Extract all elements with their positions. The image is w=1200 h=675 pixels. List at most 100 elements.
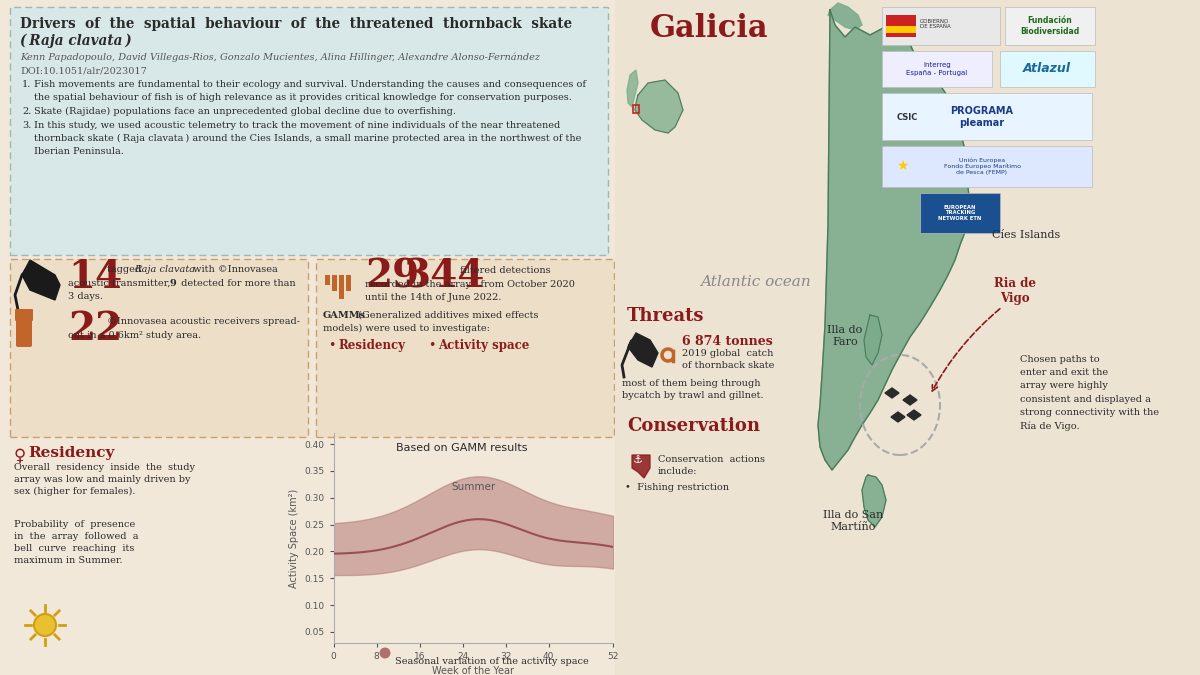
Text: PROGRAMA
pleamar: PROGRAMA pleamar [950, 106, 1014, 128]
Text: Fish movements are fundamental to their ecology and survival. Understanding the : Fish movements are fundamental to their … [34, 80, 586, 89]
Bar [886, 26, 916, 33]
Text: Probability  of  presence: Probability of presence [14, 520, 136, 529]
Circle shape [34, 614, 56, 636]
Text: ★: ★ [895, 159, 908, 173]
Text: of thornback skate: of thornback skate [682, 361, 774, 370]
Polygon shape [890, 412, 905, 422]
Text: maximum in Summer.: maximum in Summer. [14, 556, 122, 565]
Text: bell  curve  reaching  its: bell curve reaching its [14, 544, 134, 553]
Text: ©Innovasea acoustic receivers spread-: ©Innovasea acoustic receivers spread- [107, 317, 300, 326]
Text: Overall  residency  inside  the  study: Overall residency inside the study [14, 463, 194, 472]
Text: with ©Innovasea: with ©Innovasea [190, 265, 277, 274]
Polygon shape [907, 410, 922, 420]
Bar [616, 0, 1200, 675]
Text: most of them being through: most of them being through [622, 379, 761, 388]
Text: Galicia: Galicia [650, 13, 769, 44]
Bar [882, 51, 992, 87]
Text: 29: 29 [365, 258, 419, 296]
Text: thornback skate ( Raja clavata ) around the Cies Islands, a small marine protect: thornback skate ( Raja clavata ) around … [34, 134, 581, 143]
Text: array was low and mainly driven by: array was low and mainly driven by [14, 475, 191, 484]
Text: Activity space: Activity space [438, 339, 529, 352]
Text: Iberian Peninsula.: Iberian Peninsula. [34, 147, 124, 156]
Bar [340, 275, 344, 299]
Text: ⚓: ⚓ [634, 455, 643, 465]
Text: Atlazul: Atlazul [1022, 63, 1072, 76]
Circle shape [379, 647, 390, 659]
Text: Raja clavata: Raja clavata [134, 265, 196, 274]
Bar [920, 193, 1000, 233]
Text: Atlantic ocean: Atlantic ocean [700, 275, 811, 289]
Polygon shape [22, 260, 60, 300]
Text: Drivers  of  the  spatial  behaviour  of  the  threatened  thornback  skate: Drivers of the spatial behaviour of the … [20, 17, 572, 31]
Polygon shape [628, 70, 638, 107]
Y-axis label: Activity Space (km²): Activity Space (km²) [289, 488, 299, 588]
Text: 22: 22 [68, 310, 122, 348]
Text: EUROPEAN
TRACKING
NETWORK ETN: EUROPEAN TRACKING NETWORK ETN [938, 205, 982, 221]
Text: •: • [428, 339, 436, 352]
Polygon shape [864, 315, 882, 365]
Text: Based on GAMM results: Based on GAMM results [396, 443, 528, 453]
Text: Conservation: Conservation [628, 417, 760, 435]
Bar [346, 275, 352, 291]
Text: 9: 9 [170, 279, 176, 288]
Polygon shape [862, 475, 886, 527]
Text: 6 874 tonnes: 6 874 tonnes [682, 335, 773, 348]
Text: Cíes Islands: Cíes Islands [992, 230, 1061, 240]
FancyBboxPatch shape [316, 259, 614, 437]
Text: •  Fishing restriction: • Fishing restriction [625, 483, 730, 492]
Text: 2.: 2. [22, 107, 31, 116]
X-axis label: Week of the Year: Week of the Year [432, 666, 515, 675]
Bar [1000, 51, 1096, 87]
Bar [1006, 7, 1096, 45]
FancyBboxPatch shape [16, 313, 32, 347]
Polygon shape [886, 388, 899, 398]
Text: 3.: 3. [22, 121, 31, 130]
Polygon shape [818, 10, 970, 470]
Text: Residency: Residency [338, 339, 406, 352]
Text: Seasonal variation of the activity space: Seasonal variation of the activity space [395, 657, 589, 666]
Text: 3 days.: 3 days. [68, 292, 103, 301]
Text: 344: 344 [403, 258, 485, 296]
Text: until the 14th of June 2022.: until the 14th of June 2022. [365, 293, 502, 302]
Text: out in a 0.6km² study area.: out in a 0.6km² study area. [68, 331, 202, 340]
Text: models) were used to investigate:: models) were used to investigate: [323, 324, 490, 333]
Text: DOI:10.1051/alr/2023017: DOI:10.1051/alr/2023017 [20, 67, 146, 76]
Bar [332, 275, 337, 291]
Text: 1.: 1. [22, 80, 31, 89]
FancyBboxPatch shape [10, 7, 608, 255]
Text: (Generalized additives mixed effects: (Generalized additives mixed effects [355, 311, 539, 320]
Text: GOBIERNO
DE ESPAÑA: GOBIERNO DE ESPAÑA [920, 19, 950, 30]
Bar [886, 15, 916, 37]
Text: Ria de
Vigo: Ria de Vigo [994, 277, 1036, 305]
Text: Fundación
Biodiversidad: Fundación Biodiversidad [1020, 16, 1080, 36]
Text: include:: include: [658, 467, 697, 476]
Polygon shape [632, 455, 650, 478]
Bar [882, 7, 1000, 45]
Text: ♀: ♀ [14, 447, 26, 465]
Polygon shape [904, 395, 917, 405]
Text: Interreg
España - Portugal: Interreg España - Portugal [906, 63, 967, 76]
Text: sex (higher for females).: sex (higher for females). [14, 487, 136, 496]
Text: 2019 global  catch: 2019 global catch [682, 349, 773, 358]
FancyBboxPatch shape [10, 259, 308, 437]
Text: acoustic transmitter,: acoustic transmitter, [68, 279, 174, 288]
Text: bycatch by trawl and gillnet.: bycatch by trawl and gillnet. [622, 391, 763, 400]
Bar [882, 146, 1092, 187]
Text: the spatial behaviour of fish is of high relevance as it provides critical knowl: the spatial behaviour of fish is of high… [34, 93, 572, 102]
Bar [882, 93, 1092, 140]
Text: in  the  array  followed  a: in the array followed a [14, 532, 138, 541]
Text: Kenn Papadopoulo, David Villegas-Rios, Gonzalo Mucientes, Alina Hillinger, Alexa: Kenn Papadopoulo, David Villegas-Rios, G… [20, 53, 540, 63]
Text: tagged: tagged [107, 265, 144, 274]
Text: Skate (Rajidae) populations face an unprecedented global decline due to overfish: Skate (Rajidae) populations face an unpr… [34, 107, 456, 116]
Text: detected for more than: detected for more than [178, 279, 295, 288]
Polygon shape [635, 80, 683, 133]
Polygon shape [628, 333, 658, 367]
Text: Illa do
Faro: Illa do Faro [827, 325, 863, 346]
Bar [634, 105, 640, 113]
Text: Conservation  actions: Conservation actions [658, 455, 766, 464]
Polygon shape [828, 3, 862, 30]
Text: recorded in the array   from October 2020: recorded in the array from October 2020 [365, 280, 575, 289]
Text: •: • [328, 339, 335, 352]
Text: Unión Europea
Fondo Europeo Marítimo
de Pesca (FEMP): Unión Europea Fondo Europeo Marítimo de … [943, 157, 1020, 175]
Text: Illa do San
Martíño: Illa do San Martíño [823, 510, 883, 532]
